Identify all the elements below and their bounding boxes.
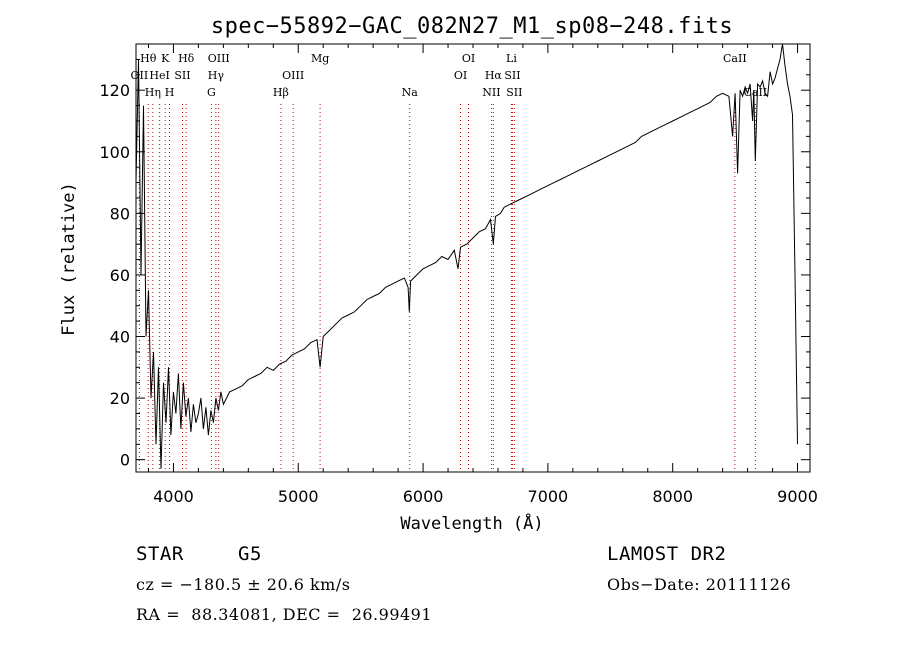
reference-label: OI (462, 52, 475, 65)
reference-label: OII (131, 69, 149, 82)
x-axis-label: Wavelength (Å) (400, 512, 543, 534)
reference-label: Hη (145, 86, 161, 99)
object-class: STAR (136, 543, 184, 565)
reference-label: SII (174, 69, 190, 82)
y-tick-label: 20 (110, 389, 130, 408)
reference-label: CaII (743, 86, 767, 99)
spectrum-line (135, 43, 798, 469)
reference-label: Hβ (273, 86, 289, 99)
object-subclass: G5 (238, 543, 262, 565)
x-tick-label: 4000 (153, 487, 194, 506)
y-tick-label: 80 (110, 204, 130, 223)
reference-label: NII (482, 86, 500, 99)
reference-label: Hδ (178, 52, 195, 65)
reference-line-markers (138, 104, 756, 472)
plot-frame (135, 43, 811, 473)
reference-label: CaII (723, 52, 747, 65)
reference-label: G (207, 86, 216, 99)
x-axis-ticks: 4000 5000 6000 7000 8000 9000 (147, 44, 818, 506)
reference-label: Mg (311, 52, 329, 65)
survey-name: LAMOST DR2 (607, 543, 727, 565)
reference-label: HeI (149, 69, 169, 82)
y-tick-label: 60 (110, 266, 130, 285)
reference-label: OIII (282, 69, 304, 82)
reference-label: Hα (485, 69, 503, 82)
reference-label: K (161, 52, 170, 65)
y-axis-ticks: 0 20 40 60 80 100 120 (99, 58, 810, 470)
y-tick-label: 40 (110, 328, 130, 347)
chart-title: spec−55892−GAC_082N27_M1_sp08−248.fits (211, 14, 733, 39)
x-tick-label: 9000 (777, 487, 818, 506)
y-axis-label: Flux (relative) (59, 182, 79, 336)
x-tick-label: 5000 (278, 487, 319, 506)
reference-line-labels: Hθ OII Hη K HeI H SII Hδ OIII Hγ G Hβ OIII Mg Na OI OI Hα… (131, 52, 768, 99)
reference-label: Hγ (208, 69, 225, 82)
x-tick-label: 7000 (528, 487, 569, 506)
reference-label: Hθ (140, 52, 157, 65)
reference-label: Na (402, 86, 419, 99)
reference-label: H (165, 86, 175, 99)
reference-label: SII (506, 86, 522, 99)
x-tick-label: 6000 (403, 487, 444, 506)
x-tick-label: 8000 (652, 487, 693, 506)
coordinates-text: RA = 88.34081, DEC = 26.99491 (136, 605, 433, 624)
y-tick-label: 120 (99, 81, 130, 100)
observation-date: Obs−Date: 20111126 (607, 575, 792, 594)
y-tick-label: 100 (99, 143, 130, 162)
reference-label: Li (506, 52, 517, 65)
y-tick-label: 0 (120, 451, 130, 470)
reference-label: SII (504, 69, 520, 82)
reference-label: OI (454, 69, 467, 82)
redshift-text: cz = −180.5 ± 20.6 km/s (136, 575, 351, 594)
reference-label: OIII (208, 52, 230, 65)
